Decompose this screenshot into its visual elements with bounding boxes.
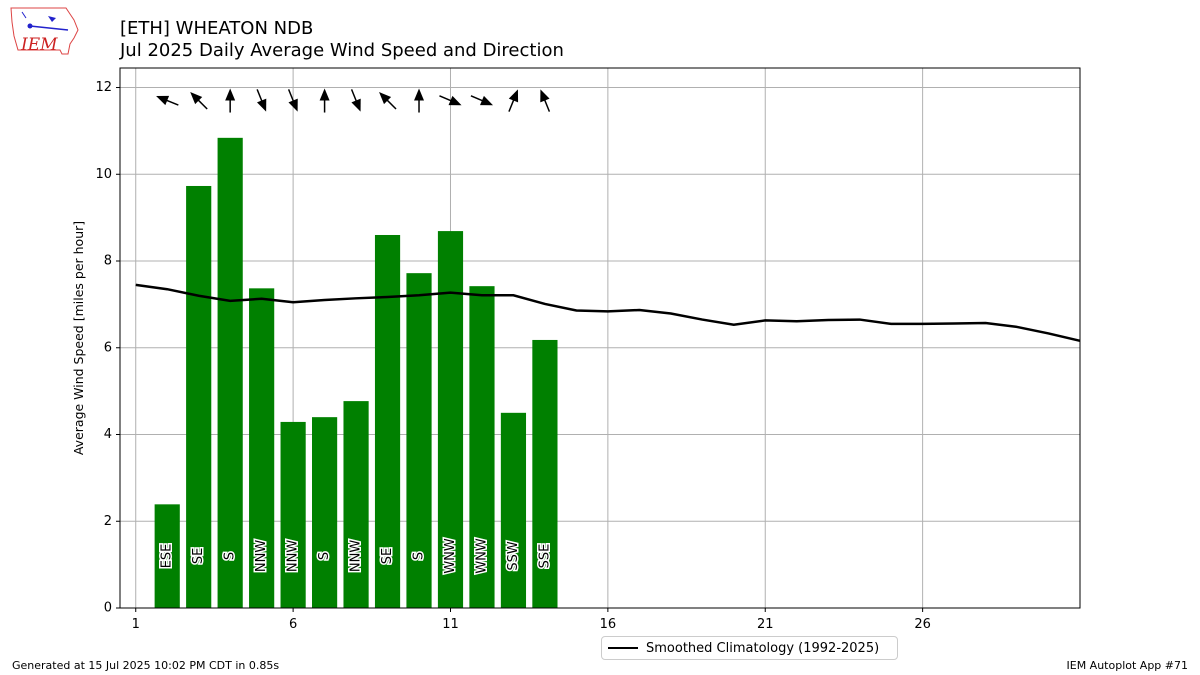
climatology-line	[135, 283, 1081, 343]
wind-arrow-head	[156, 95, 170, 106]
wind-arrow-head	[225, 88, 236, 101]
footer-app: IEM Autoplot App #71	[1066, 659, 1189, 672]
wind-arrow-head	[540, 89, 550, 103]
y-tick-label: 4	[104, 427, 112, 442]
wind-arrow	[470, 95, 494, 106]
direction-label: NNW	[349, 540, 364, 572]
direction-label: SE	[380, 548, 395, 564]
y-axis-label: Average Wind Speed [miles per hour]	[71, 221, 86, 455]
wind-arrow-head	[448, 95, 462, 106]
x-tick-label: 6	[289, 617, 297, 632]
bar	[217, 137, 243, 608]
direction-label: WNW	[474, 538, 489, 574]
bar	[249, 288, 275, 608]
x-tick-label: 11	[442, 617, 459, 632]
wind-arrow-head	[288, 98, 298, 112]
wind-arrow	[287, 89, 298, 112]
wind-arrow	[379, 92, 397, 110]
wind-arrow	[319, 88, 330, 113]
footer-generated: Generated at 15 Jul 2025 10:02 PM CDT in…	[12, 659, 280, 672]
y-tick-label: 12	[95, 80, 112, 95]
direction-label: ESE	[160, 544, 175, 569]
plot-frame	[119, 67, 1081, 609]
direction-label: S	[412, 552, 427, 560]
direction-label: SSE	[537, 544, 552, 569]
iem-logo: IEM	[8, 6, 80, 60]
wind-arrow-head	[351, 98, 361, 112]
wind-arrow-head	[508, 89, 519, 103]
wind-arrow	[414, 88, 425, 113]
wind-arrow-head	[480, 95, 494, 106]
chart-legend: Smoothed Climatology (1992-2025)	[601, 636, 898, 660]
bar	[154, 504, 180, 608]
direction-label: NNW	[254, 540, 269, 572]
x-tick-label: 16	[600, 617, 617, 632]
x-tick-label: 26	[914, 617, 931, 632]
wind-arrow	[225, 88, 236, 113]
wind-arrow-head	[190, 92, 203, 105]
direction-label: WNW	[443, 538, 458, 574]
bar	[500, 412, 527, 608]
wind-arrow	[156, 95, 179, 106]
wind-arrow	[508, 89, 519, 112]
bar	[186, 185, 212, 609]
legend-label: Smoothed Climatology (1992-2025)	[646, 640, 880, 656]
bar	[312, 417, 338, 608]
legend-line-swatch	[608, 647, 638, 649]
chart-subtitle: Jul 2025 Daily Average Wind Speed and Di…	[120, 40, 564, 61]
x-tick-label: 1	[132, 617, 140, 632]
wind-arrow-head	[414, 88, 425, 101]
bar	[343, 401, 369, 608]
bar	[469, 286, 495, 608]
x-tick-label: 21	[757, 617, 774, 632]
chart-title: [ETH] WHEATON NDB	[120, 18, 314, 39]
wind-arrow	[190, 92, 208, 110]
wind-arrow-head	[257, 98, 267, 112]
iem-logo-text: IEM	[20, 35, 58, 55]
direction-label: SE	[191, 548, 206, 564]
direction-label: NNW	[286, 540, 301, 572]
wind-arrow-head	[319, 88, 330, 101]
wind-arrow	[540, 89, 551, 112]
direction-label: SSW	[506, 541, 521, 571]
bar	[532, 339, 558, 608]
direction-label: S	[317, 552, 332, 560]
y-tick-label: 6	[104, 340, 112, 355]
y-tick-label: 8	[104, 254, 112, 269]
bar	[280, 421, 306, 608]
wind-arrow	[439, 95, 462, 106]
wind-arrow	[350, 89, 361, 112]
y-tick-label: 0	[104, 601, 112, 616]
wind-arrow-head	[379, 92, 392, 105]
iem-logo-graphic: IEM	[10, 7, 79, 55]
wind-arrow	[256, 89, 267, 112]
direction-label: S	[223, 552, 238, 560]
y-tick-label: 10	[95, 167, 112, 182]
bar	[406, 273, 432, 608]
y-tick-label: 2	[104, 514, 112, 529]
